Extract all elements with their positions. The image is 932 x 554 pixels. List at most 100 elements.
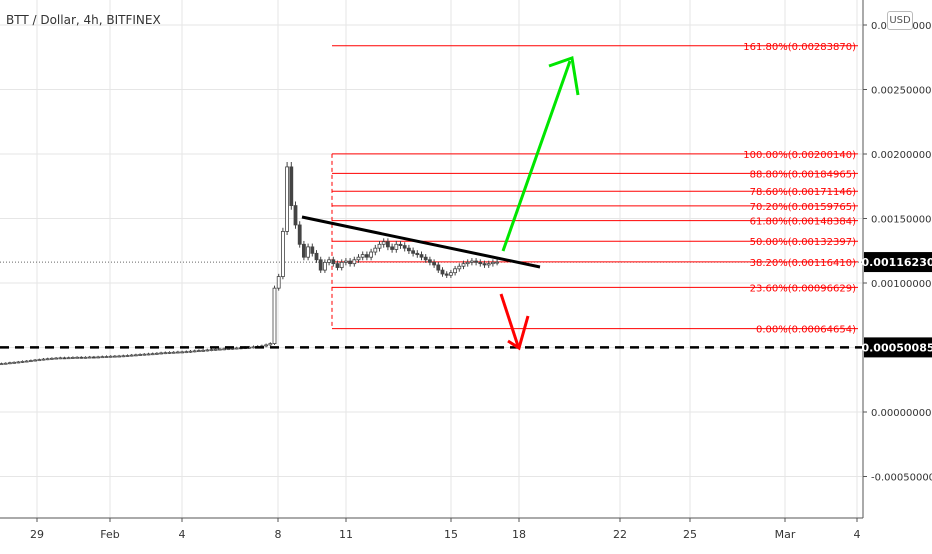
- candle-body: [171, 351, 176, 354]
- candle-body: [461, 263, 466, 267]
- candle-body: [75, 356, 79, 359]
- x-tick-label: 11: [339, 528, 353, 541]
- currency-button[interactable]: USD: [887, 11, 913, 30]
- candle-body: [167, 352, 172, 354]
- candle-body: [12, 361, 17, 364]
- candle-body: [440, 269, 445, 275]
- candle-body: [364, 254, 369, 258]
- candle-body: [293, 205, 298, 226]
- y-tick-label: 0.00250000: [871, 86, 931, 97]
- candle-body: [432, 261, 437, 266]
- candle-body: [406, 247, 411, 252]
- candle-body: [209, 349, 214, 351]
- candle-body: [234, 347, 239, 350]
- candle-body: [83, 356, 88, 359]
- candle-body: [285, 166, 290, 232]
- candle-body: [390, 246, 395, 250]
- x-tick-label: 22: [613, 528, 627, 541]
- candle-body: [24, 360, 29, 363]
- candle-body: [96, 356, 100, 359]
- candle-body: [343, 260, 348, 263]
- down-arrow-head: [507, 315, 530, 351]
- candle-body: [356, 256, 361, 261]
- y-tick-label: 0.00150000: [871, 215, 931, 226]
- fib-level-label: 50.00%(0.00132397): [750, 237, 856, 248]
- candle-body: [318, 259, 323, 271]
- fib-level-label: 0.00%(0.00064654): [756, 325, 856, 336]
- candle-body: [310, 246, 315, 254]
- candle-body: [474, 260, 479, 263]
- candle-body: [129, 354, 134, 357]
- fib-level-label: 161.80%(0.00283870): [743, 42, 856, 53]
- fib-level-label: 100.00%(0.00200140): [743, 150, 856, 161]
- candle-body: [268, 343, 273, 346]
- candle-body: [486, 263, 491, 266]
- candle-body: [3, 362, 8, 365]
- candle-body: [381, 241, 386, 245]
- fib-level-label: 61.80%(0.00148384): [750, 217, 856, 228]
- candle-body: [448, 272, 453, 276]
- fib-level-label: 78.60%(0.00171146): [750, 187, 856, 198]
- fib-level-label: 88.80%(0.00184965): [750, 169, 856, 180]
- candle-body: [184, 351, 189, 354]
- candle-body: [142, 353, 147, 356]
- candle-body: [62, 357, 67, 360]
- candle-body: [339, 261, 344, 268]
- candle-body: [217, 348, 222, 351]
- up-arrow-shaft: [501, 60, 572, 252]
- up-arrow-head: [548, 55, 580, 96]
- candle-body: [196, 350, 201, 352]
- candle-body: [41, 358, 46, 361]
- candle-body: [0, 363, 4, 366]
- candle-body: [125, 355, 130, 357]
- symbol-title: BTT / Dollar, 4h, BITFINEX: [6, 13, 161, 27]
- candle-body: [352, 259, 357, 265]
- candle-body: [427, 259, 432, 263]
- candle-body: [423, 256, 428, 261]
- candle-body: [314, 252, 319, 261]
- candle-body: [87, 356, 92, 359]
- candle-body: [188, 350, 193, 353]
- candle-body: [385, 241, 390, 248]
- x-tick-label: Feb: [100, 528, 119, 541]
- candle-body: [289, 166, 294, 206]
- candle-body: [402, 245, 407, 249]
- candle-body: [54, 357, 58, 360]
- candle-body: [348, 260, 353, 265]
- candle-body: [415, 252, 420, 256]
- candle-body: [159, 352, 164, 355]
- candle-body: [201, 349, 206, 352]
- candle-body: [453, 268, 458, 274]
- candle-body: [117, 355, 121, 358]
- x-tick-label: 25: [683, 528, 697, 541]
- candle-body: [373, 247, 378, 253]
- candle-body: [150, 353, 155, 356]
- candle-body: [465, 261, 470, 265]
- fib-level-label: 70.20%(0.00159765): [750, 202, 856, 213]
- candle-body: [411, 250, 416, 254]
- candle-body: [478, 261, 483, 265]
- price-badge-label: 0.00116230: [861, 256, 932, 269]
- candle-body: [264, 344, 269, 347]
- candle-body: [20, 361, 25, 363]
- candle-body: [469, 260, 474, 263]
- fib-level-label: 38.20%(0.00116410): [750, 258, 856, 269]
- candle-body: [163, 352, 168, 355]
- x-tick-label: 8: [275, 528, 282, 541]
- candle-body: [276, 276, 281, 289]
- candle-body: [436, 264, 441, 271]
- candle-body: [66, 357, 71, 360]
- candle-body: [331, 259, 336, 265]
- candle-body: [58, 357, 63, 360]
- candle-body: [444, 273, 449, 276]
- price-badge: [864, 252, 932, 273]
- candle-body: [50, 357, 54, 360]
- y-tick-label: 0.00200000: [871, 150, 931, 161]
- candle-body: [180, 351, 185, 354]
- candle-body: [327, 259, 332, 263]
- x-tick-label: 4: [179, 528, 186, 541]
- candle-body: [419, 254, 424, 258]
- candle-body: [272, 287, 277, 345]
